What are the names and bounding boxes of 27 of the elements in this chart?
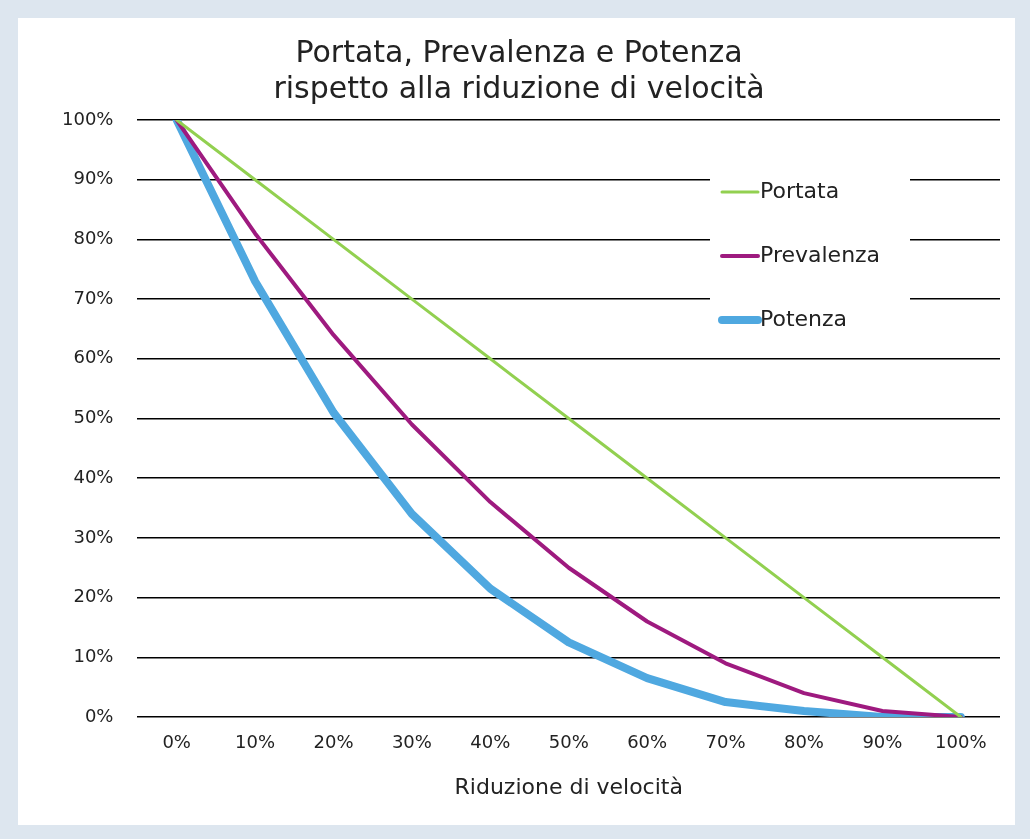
y-tick-label: 100%: [61, 107, 114, 129]
x-tick-label: 80%: [783, 731, 824, 753]
legend-label: Prevalenza: [760, 241, 881, 267]
x-tick-label: 0%: [162, 731, 191, 753]
y-tick-label: 40%: [73, 465, 114, 487]
x-tick-label: 100%: [935, 731, 987, 753]
x-tick-label: 40%: [470, 731, 511, 753]
legend-label: Potenza: [760, 305, 848, 331]
y-tick-label: 20%: [73, 585, 114, 607]
x-tick-label: 60%: [627, 731, 668, 753]
y-tick-label: 80%: [73, 227, 114, 249]
x-tick-label: 10%: [235, 731, 276, 753]
x-tick-label: 30%: [391, 731, 432, 753]
x-tick-label: 20%: [313, 731, 354, 753]
x-axis-title: Riduzione di velocità: [454, 773, 683, 799]
x-tick-label: 90%: [862, 731, 903, 753]
y-tick-label: 10%: [73, 644, 114, 666]
legend-label: Portata: [760, 177, 840, 203]
y-tick-label: 50%: [73, 406, 114, 428]
x-tick-label: 70%: [705, 731, 746, 753]
x-tick-label: 50%: [548, 731, 589, 753]
y-tick-label: 90%: [73, 167, 114, 189]
chart-title: Portata, Prevalenza e Potenza rispetto alla riduzione di velocità: [273, 33, 765, 105]
y-tick-label: 0%: [84, 704, 114, 726]
y-tick-label: 70%: [73, 286, 114, 308]
y-tick-label: 30%: [73, 525, 114, 547]
y-tick-label: 60%: [73, 346, 114, 368]
